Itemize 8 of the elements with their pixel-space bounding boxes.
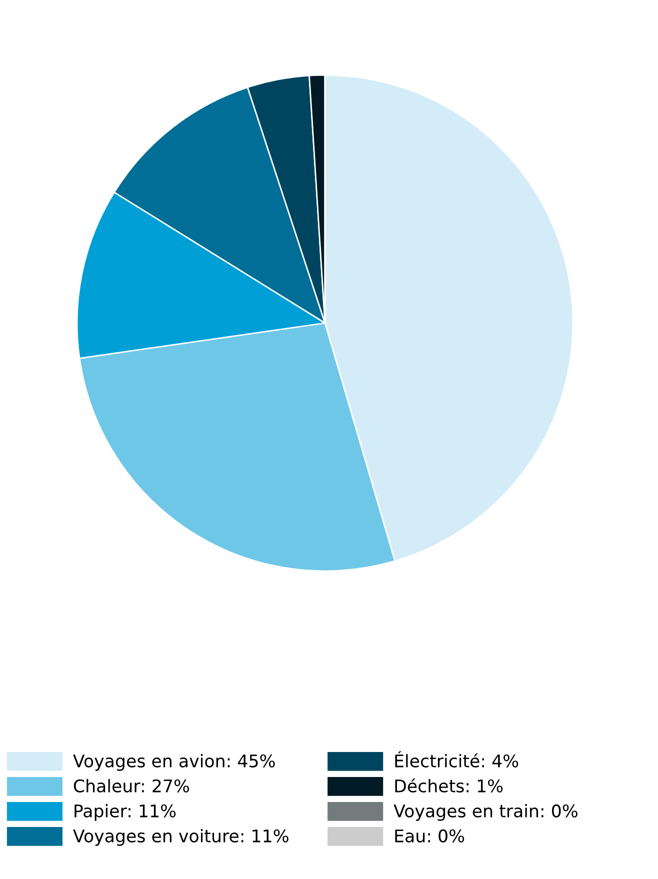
legend-label: Voyages en voiture: 11% <box>73 829 288 846</box>
legend-label: Eau: 0% <box>395 829 464 842</box>
legend-label: Papier: 11% <box>74 804 176 821</box>
legend-label: Voyages en train: 0% <box>394 804 578 821</box>
legend-label: Chaleur: 27% <box>74 779 190 792</box>
legend-label: Voyages en avion: 45% <box>73 754 275 771</box>
legend-label: Électricité: 4% <box>395 751 518 768</box>
legend-label: Déchets: 1% <box>395 778 503 792</box>
